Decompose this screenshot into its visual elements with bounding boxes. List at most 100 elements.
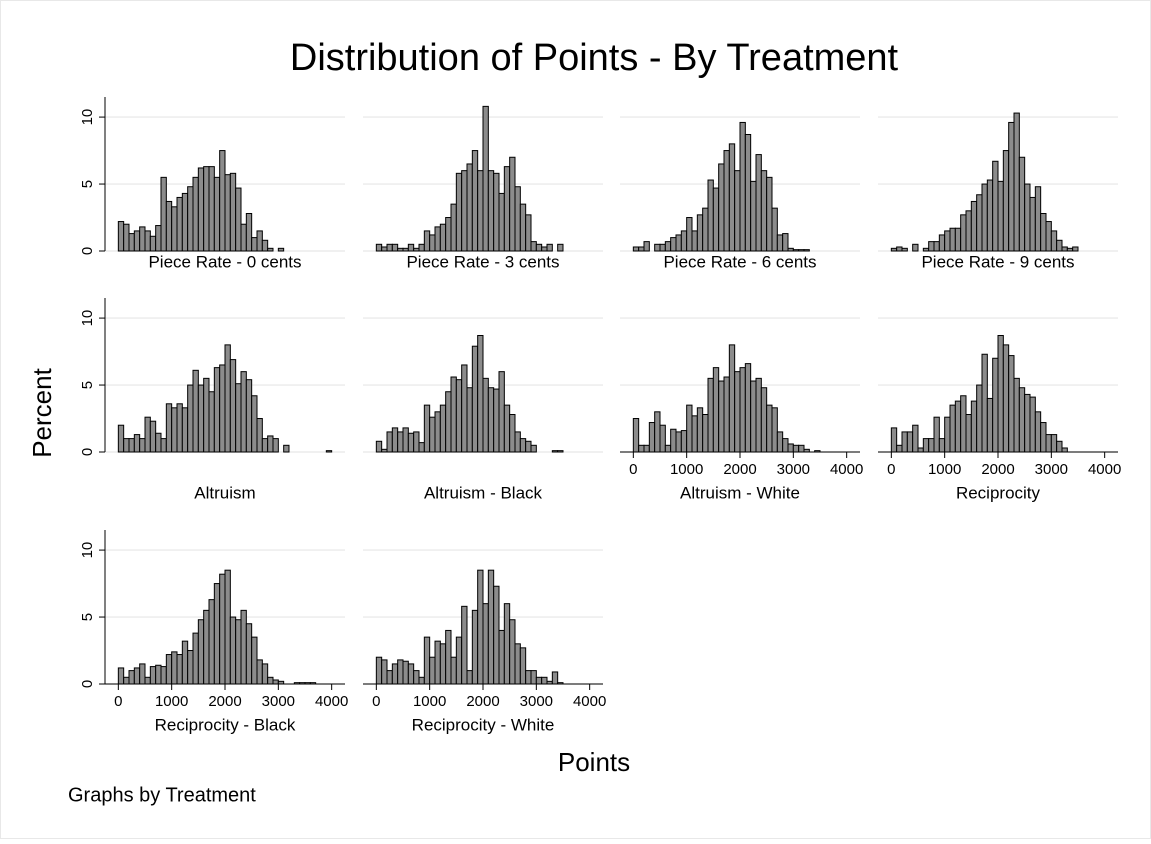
bar xyxy=(213,367,221,453)
bar xyxy=(160,438,167,453)
x-tick-label: 4000 xyxy=(315,693,348,710)
bar xyxy=(176,654,183,685)
bar xyxy=(171,651,178,685)
bar xyxy=(659,424,666,453)
bar xyxy=(1034,411,1042,453)
bar xyxy=(402,660,409,685)
x-tick-label: 3000 xyxy=(1035,461,1068,478)
bar xyxy=(723,376,730,453)
bar xyxy=(397,431,404,453)
bar xyxy=(691,415,698,453)
bar xyxy=(525,670,532,685)
y-tick-label: 10 xyxy=(79,109,96,126)
bar xyxy=(208,166,215,252)
bar xyxy=(423,636,431,685)
bar xyxy=(235,383,242,453)
bar xyxy=(450,203,457,252)
bar xyxy=(176,196,183,252)
bar xyxy=(397,247,404,252)
bar xyxy=(525,440,532,453)
bar xyxy=(450,656,457,685)
bar xyxy=(493,388,500,453)
bar xyxy=(155,664,162,685)
bar xyxy=(1013,112,1020,252)
bar xyxy=(557,450,564,453)
bar xyxy=(1040,213,1047,252)
bar xyxy=(267,435,274,453)
bar xyxy=(648,422,656,453)
bar xyxy=(960,395,967,453)
bar xyxy=(391,663,399,685)
bar xyxy=(680,230,688,252)
bar xyxy=(792,249,800,252)
bar xyxy=(976,194,983,252)
bar xyxy=(654,243,661,252)
bar xyxy=(896,246,903,252)
bar xyxy=(965,210,972,252)
bar xyxy=(771,407,778,453)
bar xyxy=(434,226,441,252)
bar xyxy=(1050,434,1058,453)
bar xyxy=(240,223,247,252)
bar xyxy=(386,243,393,252)
bar xyxy=(155,432,162,453)
bar xyxy=(949,227,956,252)
figure-title: Distribution of Points - By Treatment xyxy=(290,37,899,79)
bar xyxy=(128,670,135,685)
panel-title: Piece Rate - 9 cents xyxy=(921,252,1074,271)
bar xyxy=(455,636,463,685)
bar xyxy=(718,380,725,453)
bar xyxy=(375,243,383,252)
bar xyxy=(744,363,752,453)
bar xyxy=(986,179,994,252)
bar xyxy=(1029,196,1036,252)
bar xyxy=(728,344,736,453)
x-tick-label: 2000 xyxy=(466,693,499,710)
bar xyxy=(192,632,199,685)
bar xyxy=(213,583,221,685)
bar xyxy=(181,407,189,453)
bar xyxy=(192,176,199,252)
bar xyxy=(381,246,388,252)
bar xyxy=(181,640,189,685)
bar xyxy=(461,364,468,453)
bar xyxy=(755,154,762,252)
x-tick-label: 3000 xyxy=(520,693,553,710)
bar xyxy=(766,176,773,252)
bar xyxy=(466,387,473,453)
bar xyxy=(541,676,548,685)
bar xyxy=(402,247,409,252)
bar xyxy=(723,150,730,252)
bar xyxy=(251,237,258,252)
bar xyxy=(197,384,205,453)
bar xyxy=(787,443,794,453)
bar xyxy=(139,438,146,453)
bar xyxy=(1045,221,1052,252)
panel-title: Piece Rate - 0 cents xyxy=(148,252,301,271)
bar xyxy=(477,569,484,685)
bar xyxy=(680,430,688,453)
bar xyxy=(477,170,484,252)
bar xyxy=(519,438,527,453)
bar xyxy=(992,357,999,453)
bar xyxy=(530,241,537,252)
bar xyxy=(439,643,447,685)
bar xyxy=(922,247,930,252)
bar xyxy=(176,403,183,453)
bar xyxy=(1040,422,1047,453)
bar xyxy=(1008,355,1015,453)
bar xyxy=(509,619,516,685)
bar xyxy=(1072,246,1079,252)
bar xyxy=(251,395,258,453)
x-tick-label: 1000 xyxy=(155,693,188,710)
bar xyxy=(498,629,505,685)
note: Graphs by Treatment xyxy=(68,784,256,806)
bar xyxy=(407,663,415,685)
bar xyxy=(229,359,237,453)
bar xyxy=(1029,396,1036,453)
bar xyxy=(261,438,269,453)
bar xyxy=(197,167,205,252)
bar xyxy=(1050,230,1058,252)
bar xyxy=(149,235,157,252)
